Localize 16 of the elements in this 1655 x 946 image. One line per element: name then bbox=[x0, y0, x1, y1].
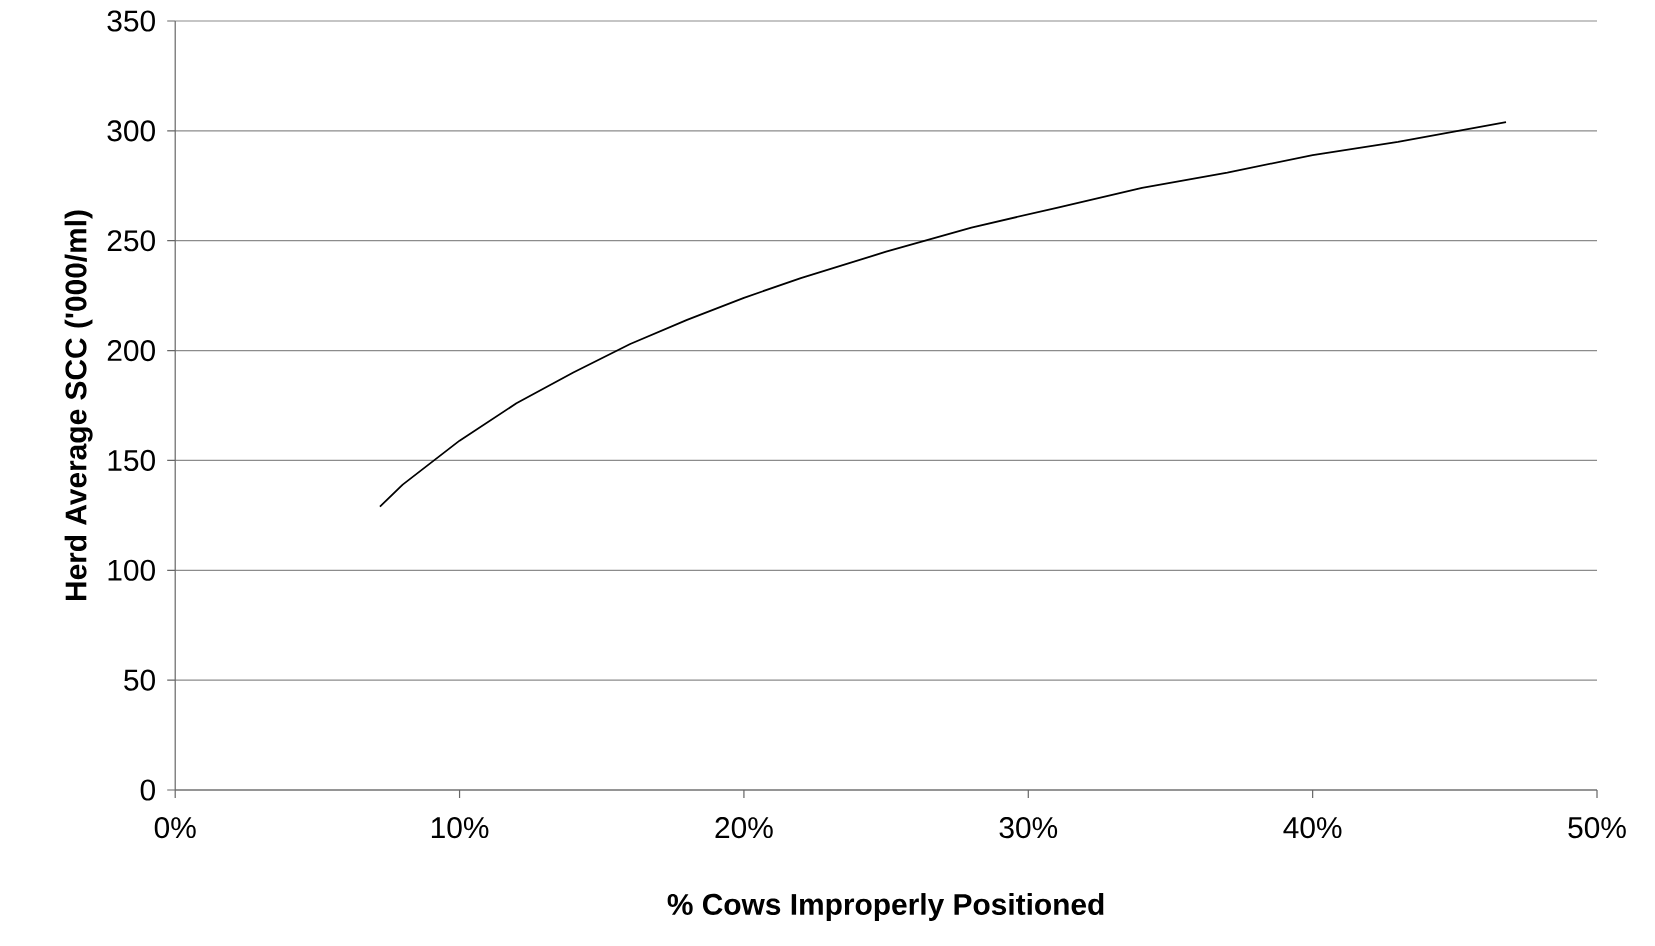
y-tick-label: 300 bbox=[107, 120, 155, 142]
x-tick-label: 40% bbox=[1283, 817, 1342, 839]
y-tick-label: 150 bbox=[108, 449, 155, 471]
y-axis-title: Herd Average SCC ('000/ml) bbox=[64, 210, 93, 601]
x-tick-label: 20% bbox=[715, 817, 773, 839]
x-tick-label: 50% bbox=[1568, 817, 1626, 839]
x-axis-title: % Cows Improperly Positioned bbox=[667, 893, 1104, 921]
y-tick-label: 100 bbox=[108, 559, 155, 581]
y-tick-label: 50 bbox=[124, 669, 155, 691]
y-tick-label: 200 bbox=[107, 339, 155, 362]
x-tick-label: 30% bbox=[999, 817, 1058, 839]
y-tick-label: 350 bbox=[107, 10, 155, 32]
x-tick-label: 0% bbox=[154, 817, 196, 839]
y-tick-label: 250 bbox=[107, 230, 155, 252]
y-tick-label: 0 bbox=[140, 779, 155, 801]
x-tick-label: 10% bbox=[431, 817, 489, 839]
